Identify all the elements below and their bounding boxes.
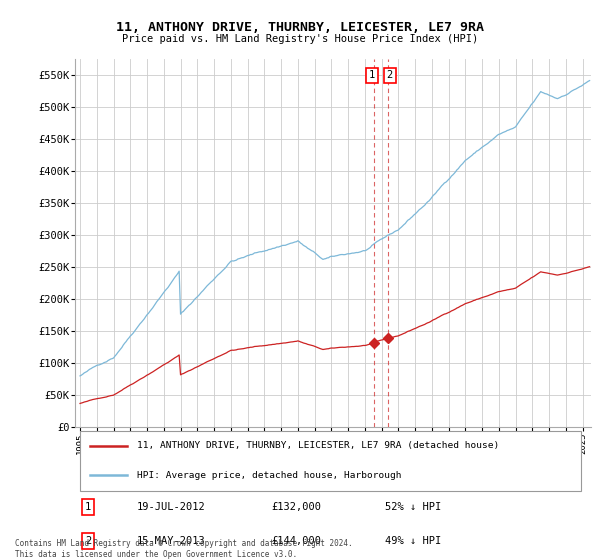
Text: 49% ↓ HPI: 49% ↓ HPI: [385, 536, 441, 546]
Text: £132,000: £132,000: [271, 502, 321, 512]
Text: 2: 2: [386, 71, 393, 81]
Text: £144,000: £144,000: [271, 536, 321, 546]
Text: HPI: Average price, detached house, Harborough: HPI: Average price, detached house, Harb…: [137, 471, 401, 480]
Text: 52% ↓ HPI: 52% ↓ HPI: [385, 502, 441, 512]
Text: 15-MAY-2013: 15-MAY-2013: [137, 536, 206, 546]
Text: Contains HM Land Registry data © Crown copyright and database right 2024.
This d: Contains HM Land Registry data © Crown c…: [15, 539, 353, 559]
Text: Price paid vs. HM Land Registry's House Price Index (HPI): Price paid vs. HM Land Registry's House …: [122, 34, 478, 44]
FancyBboxPatch shape: [80, 431, 581, 492]
Text: 1: 1: [85, 502, 91, 512]
Text: 19-JUL-2012: 19-JUL-2012: [137, 502, 206, 512]
Text: 2: 2: [85, 536, 91, 546]
Text: 11, ANTHONY DRIVE, THURNBY, LEICESTER, LE7 9RA: 11, ANTHONY DRIVE, THURNBY, LEICESTER, L…: [116, 21, 484, 34]
Text: 1: 1: [369, 71, 375, 81]
Text: 11, ANTHONY DRIVE, THURNBY, LEICESTER, LE7 9RA (detached house): 11, ANTHONY DRIVE, THURNBY, LEICESTER, L…: [137, 441, 499, 450]
